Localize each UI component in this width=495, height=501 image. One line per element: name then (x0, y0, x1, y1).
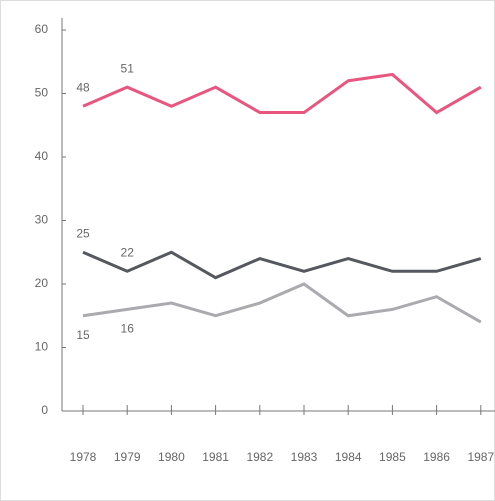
x-tick-label: 1979 (114, 450, 141, 464)
series-line (82, 250, 482, 280)
x-tick-label: 1983 (291, 450, 318, 464)
y-tick-label: 40 (35, 149, 49, 163)
y-tick-label: 60 (35, 22, 49, 36)
x-tick-label: 1984 (335, 450, 362, 464)
x-tick-label: 1982 (246, 450, 273, 464)
data-label: 51 (121, 61, 135, 75)
data-label: 48 (76, 80, 90, 94)
x-tick-label: 1978 (70, 450, 97, 464)
data-label: 25 (76, 226, 90, 240)
data-label: 22 (121, 245, 135, 259)
data-label: 15 (76, 328, 90, 342)
x-tick-label: 1987 (467, 450, 494, 464)
y-tick-label: 10 (35, 340, 49, 354)
series-line (82, 72, 482, 115)
x-tick-label: 1985 (379, 450, 406, 464)
y-tick-label: 30 (35, 213, 49, 227)
y-tick-label: 20 (35, 276, 49, 290)
y-tick-label: 0 (41, 403, 48, 417)
x-tick-label: 1986 (423, 450, 450, 464)
x-tick-label: 1980 (158, 450, 185, 464)
x-tick-label: 1981 (202, 450, 229, 464)
y-tick-label: 50 (35, 86, 49, 100)
series-line (82, 282, 482, 324)
data-label: 16 (121, 322, 135, 336)
